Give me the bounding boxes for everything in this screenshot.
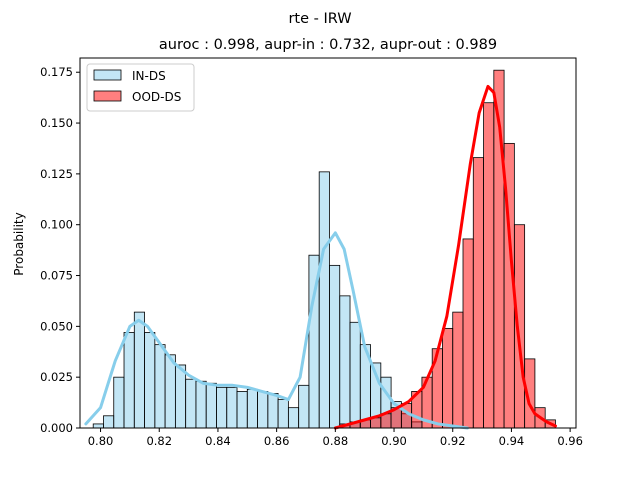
series-1-kde-line [333,84,557,430]
histogram-bar [339,295,351,429]
histogram-bar [226,386,238,429]
histogram-bar [462,238,474,429]
axes-frame [79,57,577,429]
histogram-bar [103,415,115,429]
histogram-bar [195,380,207,429]
histogram-bar [267,393,279,429]
legend-swatch-1 [93,90,122,102]
histogram-bar [246,388,258,429]
histogram-bar [154,344,166,429]
x-tick-label: 0.82 [146,434,172,448]
histogram-bar [349,321,361,429]
histogram-bar [442,327,454,429]
y-axis: 0.000 0.025 0.050 0.075 0.100 0.125 0.150 0.175 [40,65,80,435]
chart-subtitle: auroc : 0.998, aupr-in : 0.732, aupr-out… [159,37,497,53]
y-tick-label: 0.000 [40,421,73,435]
x-axis: 0.80 0.82 0.84 0.86 0.88 0.90 0.92 0.94 0.96 [88,428,583,448]
histogram-bar [174,364,187,429]
histogram-bar [144,332,156,429]
histogram-bar [133,311,145,429]
legend-label-1: OOD-DS [132,90,181,104]
chart-title: rte - IRW [288,11,351,27]
series-0-kde-line [84,231,469,430]
histogram-bar [92,423,104,429]
x-tick-label: 0.84 [205,434,231,448]
histogram-bar [472,157,484,429]
histogram-bar [205,382,217,429]
histogram-bar [123,332,135,429]
y-tick-label: 0.025 [40,370,73,384]
x-tick-label: 0.86 [264,434,290,448]
histogram-bar [277,399,289,429]
histogram-bar [236,391,248,429]
histogram-bar [318,171,330,429]
y-axis-label: Probability [12,212,26,275]
x-tick-label: 0.94 [499,434,525,448]
histogram-bar [452,311,464,429]
y-tick-label: 0.100 [40,218,73,232]
legend-label-0: IN-DS [132,69,166,83]
histogram-bar [113,376,125,429]
x-tick-label: 0.88 [323,434,349,448]
histogram-bar [257,391,269,429]
y-tick-label: 0.050 [40,319,73,333]
histogram-bar [185,378,197,429]
plot-area: 0.80 0.82 0.84 0.86 0.88 0.90 0.92 0.94 0.96 0.00… [40,57,583,448]
histogram-bar [329,264,341,429]
histogram-bar [287,407,300,429]
x-tick-label: 0.96 [557,434,583,448]
histogram-bar [483,102,495,429]
x-tick-label: 0.80 [88,434,114,448]
y-tick-label: 0.075 [40,269,73,283]
y-tick-label: 0.175 [40,65,73,79]
x-tick-label: 0.92 [440,434,466,448]
histogram-bar [298,384,310,429]
y-tick-label: 0.125 [40,167,73,181]
histogram-bar [164,354,176,429]
legend-swatch-0 [93,69,122,81]
x-tick-label: 0.90 [381,434,407,448]
legend: IN-DS OOD-DS [86,63,195,112]
histogram-bar [216,386,228,429]
y-tick-label: 0.150 [40,116,73,130]
